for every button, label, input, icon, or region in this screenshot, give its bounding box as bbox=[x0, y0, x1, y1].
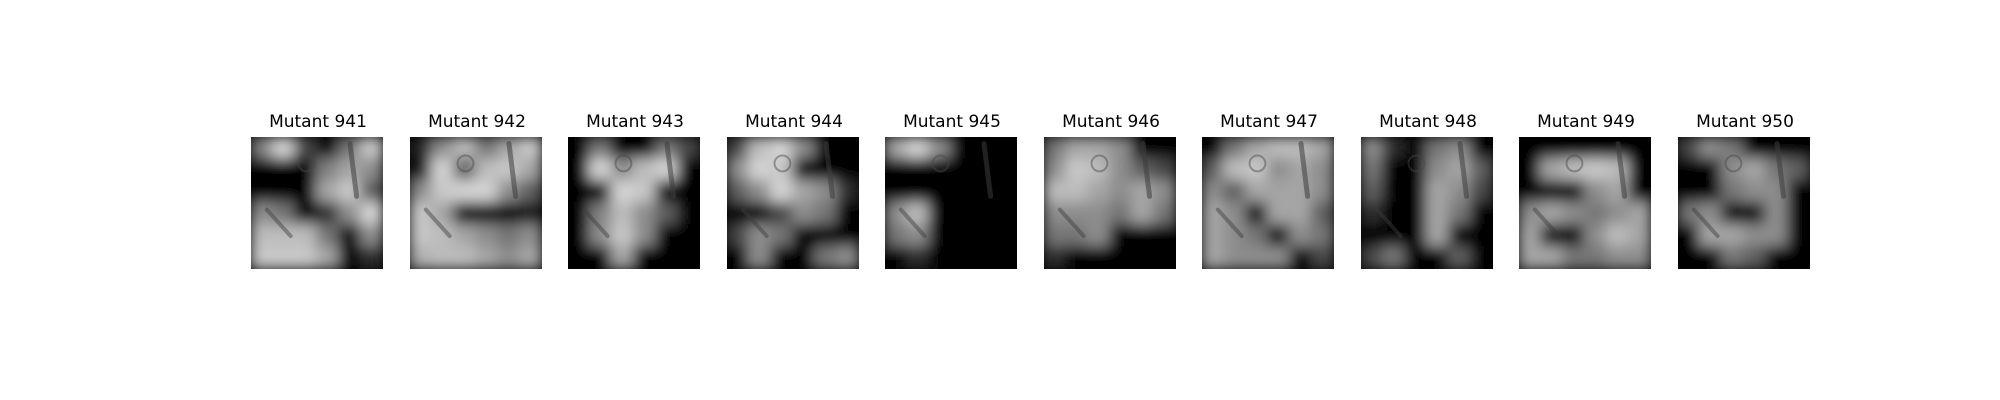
mutant-grayscale-image bbox=[568, 137, 700, 269]
panel-title: Mutant 947 bbox=[1220, 112, 1318, 132]
mutant-grayscale-image bbox=[1202, 137, 1334, 269]
panel-title: Mutant 949 bbox=[1537, 112, 1635, 132]
panel-title: Mutant 942 bbox=[428, 112, 526, 132]
panel-title: Mutant 944 bbox=[745, 112, 843, 132]
panel-title: Mutant 945 bbox=[903, 112, 1001, 132]
mutant-grayscale-image bbox=[251, 137, 383, 269]
panel-title: Mutant 948 bbox=[1379, 112, 1477, 132]
mutant-grayscale-image bbox=[885, 137, 1017, 269]
mutant-grayscale-image bbox=[410, 137, 542, 269]
mutant-grayscale-image bbox=[1361, 137, 1493, 269]
panel-title: Mutant 946 bbox=[1062, 112, 1160, 132]
panel-title: Mutant 941 bbox=[269, 112, 367, 132]
panel-title: Mutant 950 bbox=[1696, 112, 1794, 132]
mutant-grayscale-image bbox=[727, 137, 859, 269]
mutant-grayscale-image bbox=[1678, 137, 1810, 269]
panel-title: Mutant 943 bbox=[586, 112, 684, 132]
mutant-grayscale-image bbox=[1044, 137, 1176, 269]
mutant-grayscale-image bbox=[1519, 137, 1651, 269]
